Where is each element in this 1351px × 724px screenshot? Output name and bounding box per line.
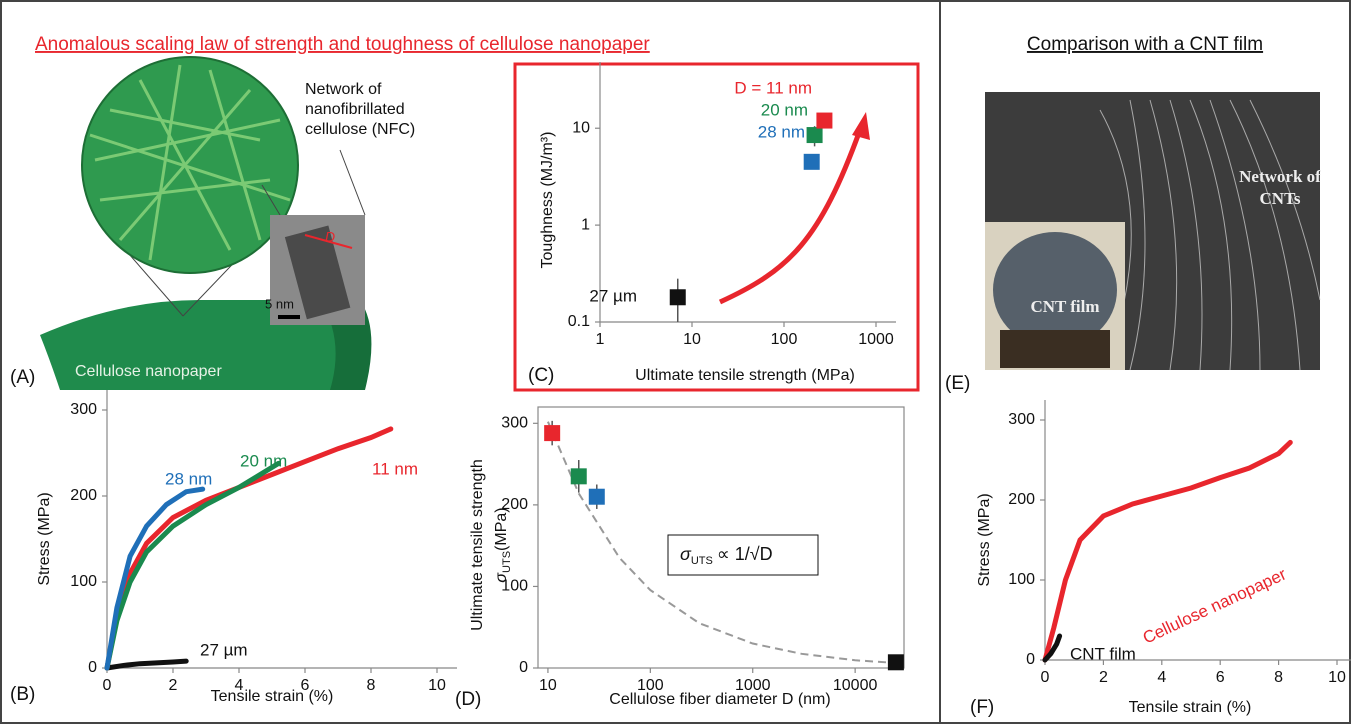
x-axis-title: Ultimate tensile strength (MPa) xyxy=(635,367,855,384)
y-axis-title: Toughness (MJ/m³) xyxy=(539,132,556,269)
y-tick-label: 100 xyxy=(70,573,97,590)
x-axis-title: Tensile strain (%) xyxy=(211,688,334,705)
y-axis-title: Ultimate tensile strength xyxy=(469,459,486,631)
callout: Network of nanofibrillated cellulose (NFC) xyxy=(305,81,415,138)
y-tick-label: 300 xyxy=(1008,411,1035,428)
panel-label: (C) xyxy=(528,365,554,386)
sheet-label: Cellulose nanopaper xyxy=(75,363,222,380)
subscript: UTS xyxy=(691,555,713,567)
subscript: UTS xyxy=(501,551,513,573)
y-tick-label: 200 xyxy=(1008,491,1035,508)
scale-bar-label: 5 nm xyxy=(265,296,294,311)
x-tick-label: 8 xyxy=(367,677,376,694)
callout-line: cellulose (NFC) xyxy=(305,121,415,138)
panel-e-photo xyxy=(985,92,1320,370)
y-tick-label: 100 xyxy=(1008,571,1035,588)
y-tick-label: 0 xyxy=(519,659,528,676)
y-tick-label: 10 xyxy=(572,119,590,136)
x-axis-title: Cellulose fiber diameter D (nm) xyxy=(609,691,830,708)
x-tick-label: 10 xyxy=(1328,669,1346,686)
panel-label: (D) xyxy=(455,689,481,710)
x-tick-label: 1 xyxy=(596,331,605,348)
series-label: 20 nm xyxy=(761,100,808,119)
y-axis-title: Stress (MPa) xyxy=(976,493,993,586)
y-tick-label: 0 xyxy=(88,659,97,676)
point xyxy=(670,289,686,305)
series-label: 27 µm xyxy=(589,286,637,305)
rest: ∝ 1/√D xyxy=(717,544,773,564)
x-tick-label: 10 xyxy=(683,331,701,348)
series-label: Cellulose nanopaper xyxy=(1140,564,1290,647)
film-label: CNT film xyxy=(1030,297,1099,316)
figure-title: Anomalous scaling law of strength and to… xyxy=(35,34,650,55)
y-tick-label: 0.1 xyxy=(568,313,590,330)
x-tick-label: 8 xyxy=(1274,669,1283,686)
trend-arrow-head xyxy=(852,112,870,140)
panel-label: (F) xyxy=(970,697,994,718)
point xyxy=(888,654,904,670)
series-label: 27 µm xyxy=(200,640,248,659)
y-tick-label: 300 xyxy=(501,415,528,432)
diameter-label: D xyxy=(325,229,335,245)
line xyxy=(107,661,186,668)
callout-line: nanofibrillated xyxy=(305,101,405,118)
x-tick-label: 2 xyxy=(169,677,178,694)
panel-label: (E) xyxy=(945,373,970,394)
x-axis-title: Tensile strain (%) xyxy=(1129,699,1252,716)
y-tick-label: 1 xyxy=(581,216,590,233)
network-line: Network of xyxy=(1239,167,1321,186)
x-tick-label: 2 xyxy=(1099,669,1108,686)
x-tick-label: 0 xyxy=(1041,669,1050,686)
figure: Anomalous scaling law of strength and to… xyxy=(0,0,1351,724)
series-label: 28 nm xyxy=(758,122,805,141)
point xyxy=(804,154,820,170)
x-tick-label: 0 xyxy=(103,677,112,694)
trend-arrow xyxy=(720,130,860,302)
axis-lines xyxy=(600,62,896,322)
y-tick-label: 300 xyxy=(70,401,97,418)
x-tick-label: 4 xyxy=(1157,669,1166,686)
x-tick-label: 100 xyxy=(771,331,798,348)
panel-label: (A) xyxy=(10,367,35,388)
panel-label: (B) xyxy=(10,684,35,705)
x-tick-label: 10 xyxy=(539,677,557,694)
point xyxy=(571,468,587,484)
series-label: 20 nm xyxy=(240,451,287,470)
series-label: 11 nm xyxy=(372,459,418,478)
network-line: CNTs xyxy=(1260,189,1301,208)
y-axis-symbol: σUTS(MPa) xyxy=(493,507,513,582)
x-tick-label: 6 xyxy=(1216,669,1225,686)
right-title: Comparison with a CNT film xyxy=(1027,34,1263,55)
y-axis-title: Stress (MPa) xyxy=(36,492,53,585)
y-tick-label: 200 xyxy=(70,487,97,504)
point xyxy=(544,425,560,441)
x-tick-label: 10 xyxy=(428,677,446,694)
callout-line: Network of xyxy=(305,81,382,98)
x-tick-label: 10000 xyxy=(833,677,878,694)
x-tick-label: 1000 xyxy=(858,331,894,348)
unit: (MPa) xyxy=(493,507,510,551)
point xyxy=(816,113,832,129)
y-tick-label: 0 xyxy=(1026,651,1035,668)
series-label: CNT film xyxy=(1070,644,1136,663)
point xyxy=(589,489,605,505)
series-label: D = 11 nm xyxy=(734,78,812,97)
series-label: 28 nm xyxy=(165,469,212,488)
point xyxy=(807,127,823,143)
